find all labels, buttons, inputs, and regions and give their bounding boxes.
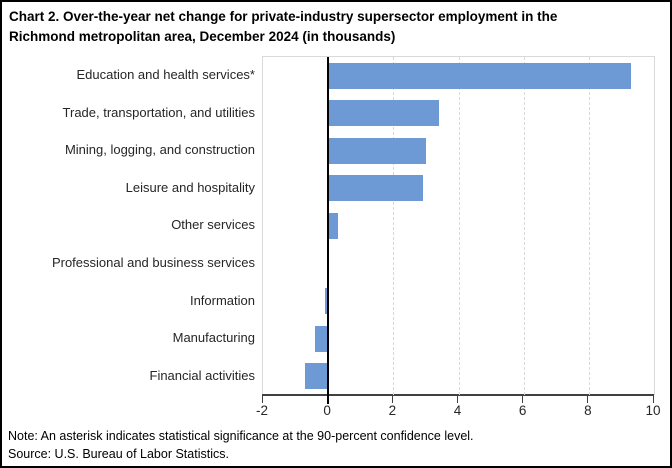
bar <box>328 100 439 127</box>
category-label: Other services <box>171 217 255 233</box>
gridline <box>588 57 590 395</box>
x-axis-tick <box>391 396 393 403</box>
bar <box>328 62 632 89</box>
gridline <box>523 57 525 395</box>
note-text: Note: An asterisk indicates statistical … <box>8 429 474 443</box>
bar <box>305 363 329 390</box>
x-axis-tick <box>522 396 524 403</box>
gridline <box>393 57 395 395</box>
category-label: Financial activities <box>149 367 256 383</box>
category-label: Leisure and hospitality <box>125 179 255 195</box>
footnotes: Note: An asterisk indicates statistical … <box>8 428 668 463</box>
x-axis-tick-label: 0 <box>323 403 331 418</box>
bar <box>328 213 338 239</box>
chart-title: Chart 2. Over-the-year net change for pr… <box>9 7 665 48</box>
category-label: Manufacturing <box>172 330 255 346</box>
zero-baseline <box>327 57 330 404</box>
x-axis-tick-label: 8 <box>584 403 592 418</box>
gridline <box>458 57 460 395</box>
x-axis-tick-label: 6 <box>518 403 527 418</box>
x-axis-tick <box>652 396 654 403</box>
x-axis-tick-label: 10 <box>645 403 661 418</box>
x-axis-tick-label: 4 <box>453 403 462 418</box>
x-axis-tick <box>261 396 263 403</box>
category-labels: Education and health services* Trade, tra… <box>6 56 255 394</box>
category-label: Mining, logging, and construction <box>64 142 255 158</box>
source-text: Source: U.S. Bureau of Labor Statistics. <box>8 446 229 461</box>
x-axis-tick <box>587 396 589 403</box>
bar <box>324 288 329 315</box>
category-label: Information <box>189 292 255 308</box>
bar <box>328 137 426 164</box>
x-axis-tick <box>457 396 458 403</box>
x-axis: -2 0 2 4 6 8 10 <box>256 394 661 422</box>
category-label: Education and health services* <box>76 67 255 83</box>
chart-title-line-2: Richmond metropolitan area, December 202… <box>9 29 396 45</box>
category-label: Trade, transportation, and utilities <box>62 104 255 120</box>
chart-title-line-1: Chart 2. Over-the-year net change for pr… <box>9 9 558 24</box>
category-label: Professional and business services <box>51 255 255 271</box>
x-axis-tick-label: 2 <box>388 403 397 418</box>
bar <box>328 175 423 202</box>
plot-area <box>262 56 655 404</box>
bar <box>315 325 329 352</box>
x-axis-tick-label: -2 <box>255 403 269 418</box>
